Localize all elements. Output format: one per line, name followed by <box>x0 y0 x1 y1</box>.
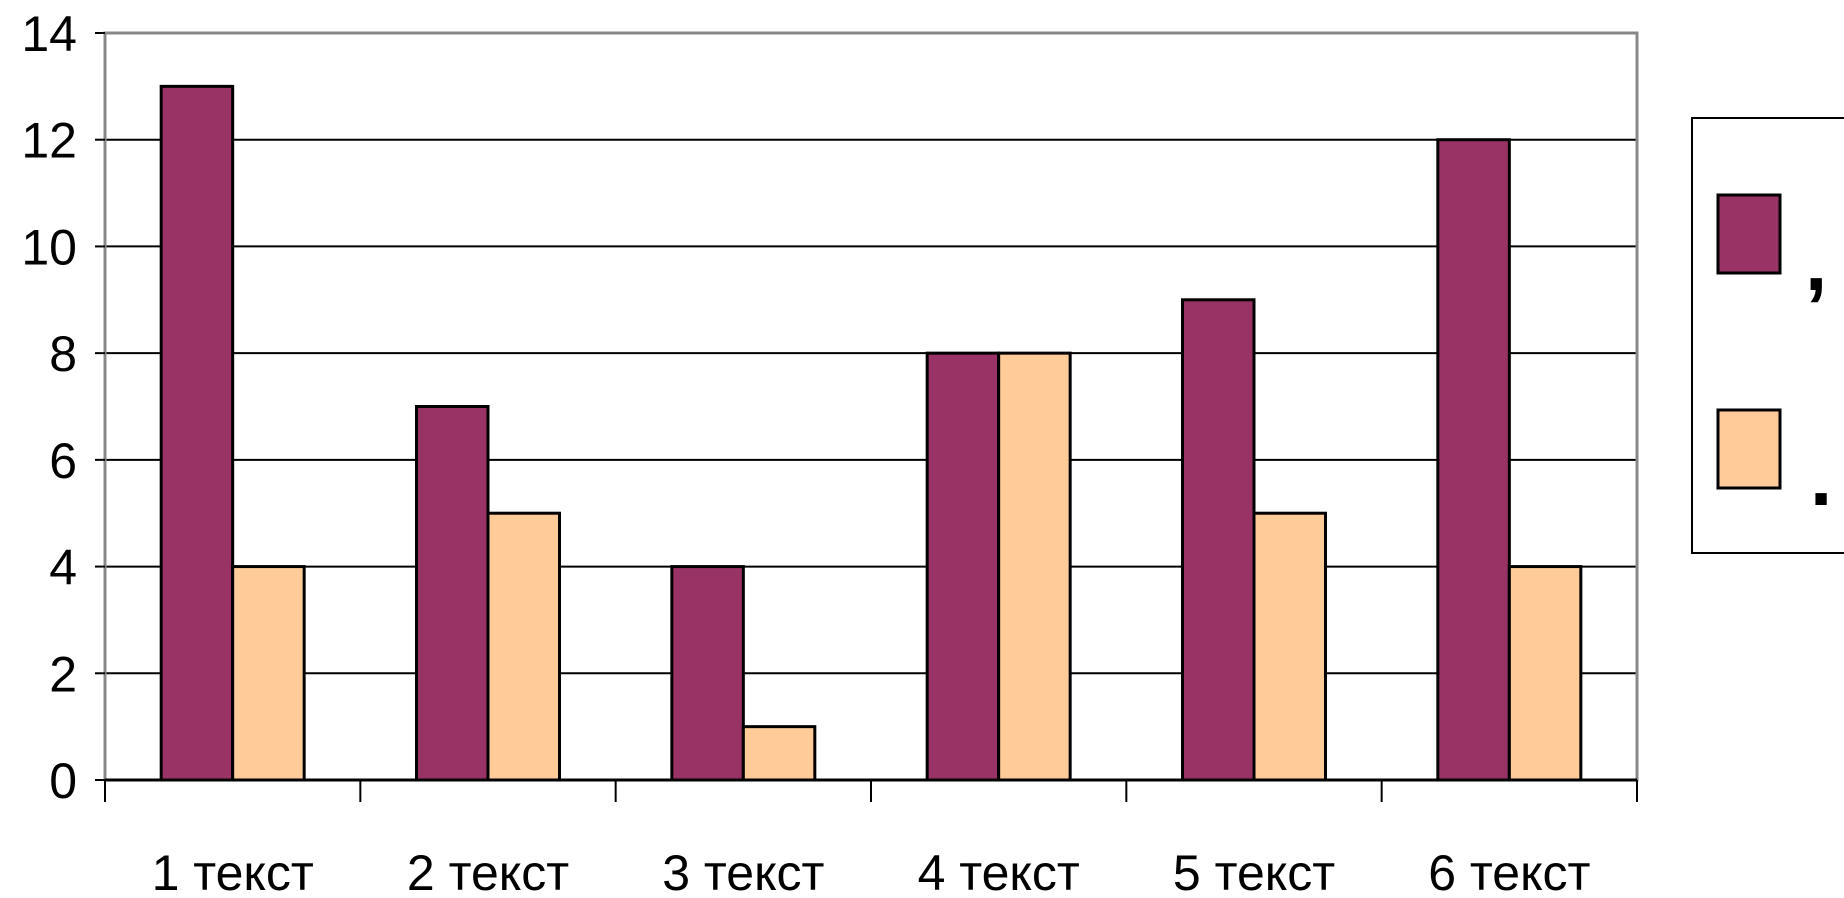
x-tick-label: 5 текст <box>1173 845 1335 898</box>
legend-swatch-series-1 <box>1716 193 1782 275</box>
legend-swatch-series-2 <box>1716 408 1782 490</box>
bar-series-2-3 <box>741 725 817 782</box>
x-tick-label: 2 текст <box>407 845 569 898</box>
bar-series-1-1 <box>159 84 235 782</box>
plot-area-frame <box>103 31 1639 782</box>
bar-series-2-4 <box>997 351 1072 782</box>
legend: , . <box>1691 117 1844 554</box>
y-tick-label: 4 <box>49 540 77 596</box>
bar-series-1-3 <box>670 565 745 782</box>
y-tick-label: 14 <box>21 6 77 62</box>
y-axis: 0 2 4 6 8 10 12 14 <box>21 6 105 809</box>
y-tick-label: 10 <box>21 219 77 275</box>
y-tick-label: 0 <box>49 753 77 809</box>
x-tick-label: 6 текст <box>1428 845 1590 898</box>
y-tick-label: 6 <box>49 433 77 489</box>
bars <box>159 84 1583 782</box>
x-axis: 1 текст 2 текст 3 текст 4 текст 5 текст 6 тек… <box>104 780 1638 898</box>
y-tick-label: 12 <box>21 113 77 169</box>
legend-label-series-1: , <box>1805 218 1827 307</box>
bar-series-2-1 <box>231 565 306 782</box>
bar-series-2-2 <box>486 511 561 782</box>
bar-series-2-6 <box>1507 565 1583 782</box>
y-tick-label: 2 <box>49 646 77 702</box>
legend-label-series-2: . <box>1810 433 1832 522</box>
y-tick-label: 8 <box>49 326 77 382</box>
gridlines <box>105 32 1637 675</box>
bar-series-2-5 <box>1252 511 1327 782</box>
bar-series-1-4 <box>925 351 1001 782</box>
bar-series-1-5 <box>1181 298 1256 782</box>
x-tick-label: 4 текст <box>918 845 1080 898</box>
bar-series-1-6 <box>1436 138 1511 782</box>
x-tick-label: 1 текст <box>152 845 314 898</box>
bar-series-1-2 <box>415 405 490 782</box>
x-tick-label: 3 текст <box>662 845 824 898</box>
